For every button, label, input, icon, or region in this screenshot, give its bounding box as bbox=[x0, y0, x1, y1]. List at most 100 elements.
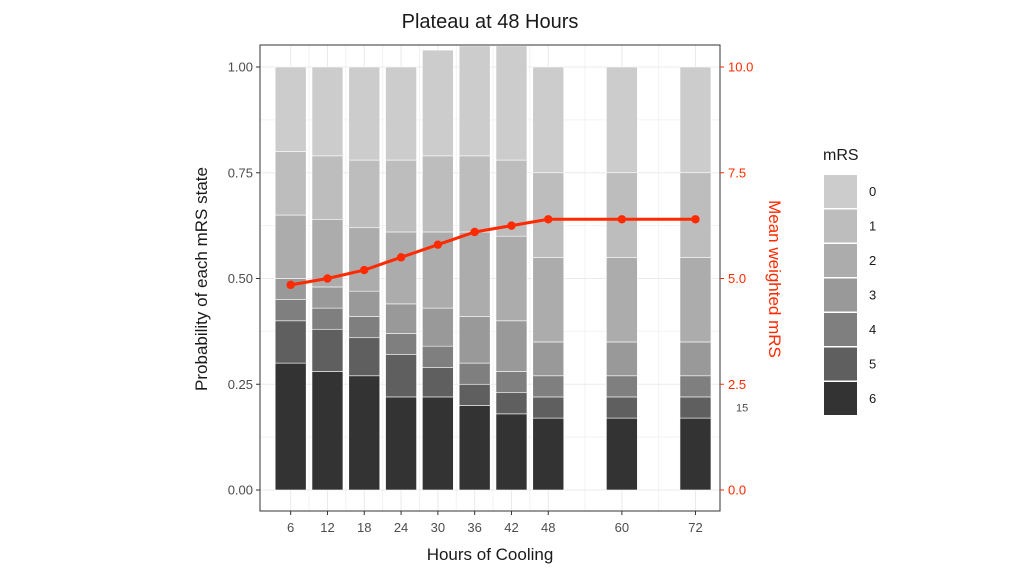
y-tick-label: 0.25 bbox=[228, 377, 253, 392]
y2-axis-title: Mean weighted mRS bbox=[765, 200, 784, 358]
bar-segment bbox=[679, 66, 712, 174]
bar-segment bbox=[606, 375, 638, 398]
mean-mrs-line bbox=[290, 217, 696, 287]
bar-segment bbox=[606, 66, 638, 174]
legend-label: 0 bbox=[869, 184, 876, 199]
mean-mrs-point bbox=[396, 253, 406, 262]
bar-segment bbox=[532, 172, 565, 258]
y-tick-label: 0.50 bbox=[228, 271, 253, 286]
bar-segment bbox=[422, 155, 454, 233]
bar-segment bbox=[532, 375, 565, 398]
bar-segment bbox=[422, 367, 454, 398]
x-tick-label: 18 bbox=[357, 520, 371, 535]
bar-segment bbox=[606, 417, 638, 491]
bar-segment bbox=[458, 362, 491, 385]
bar-segment bbox=[274, 151, 307, 216]
legend-key bbox=[824, 209, 857, 243]
bar-segment bbox=[311, 328, 344, 372]
bar-segment bbox=[679, 417, 712, 491]
bar-segment bbox=[385, 66, 417, 161]
bar-segment bbox=[348, 66, 381, 161]
y2-tick-label: 10.0 bbox=[728, 60, 753, 75]
x-tick-label: 12 bbox=[320, 520, 334, 535]
bar-segment bbox=[274, 299, 307, 322]
mean-mrs-point bbox=[691, 215, 700, 224]
bar-segment bbox=[458, 45, 491, 157]
bar-segment bbox=[422, 396, 454, 491]
bar-segment bbox=[311, 307, 344, 330]
legend-key bbox=[824, 382, 857, 415]
legend-label: 4 bbox=[869, 322, 876, 337]
bar-segment bbox=[274, 214, 307, 279]
bar-segment bbox=[311, 371, 344, 491]
y-tick-label: 0.00 bbox=[228, 483, 253, 498]
legend-label: 2 bbox=[869, 253, 876, 268]
bar-segment bbox=[348, 375, 381, 491]
mean-mrs-point bbox=[617, 215, 627, 224]
bar-segment bbox=[385, 396, 417, 491]
y-tick-label: 0.75 bbox=[228, 165, 253, 180]
bar-segment bbox=[385, 354, 417, 398]
bar-segment bbox=[458, 405, 491, 491]
bar-segment bbox=[348, 290, 381, 317]
mean-mrs-point bbox=[360, 265, 369, 275]
y-tick-label: 1.00 bbox=[228, 60, 253, 75]
annotation-label: 15 bbox=[736, 403, 748, 415]
y2-tick-label: 5.0 bbox=[728, 271, 746, 286]
bar-segment bbox=[679, 172, 712, 258]
bar-segment bbox=[348, 159, 381, 229]
mean-mrs-point bbox=[507, 221, 516, 230]
mean-mrs-point bbox=[433, 240, 443, 249]
bar-segment bbox=[274, 320, 307, 364]
legend-label: 3 bbox=[869, 288, 876, 303]
legend-title: mRS bbox=[823, 147, 859, 164]
bar-segment bbox=[495, 45, 528, 161]
bar-segment bbox=[606, 172, 638, 258]
legend-key bbox=[824, 244, 857, 277]
bar-segment bbox=[385, 159, 417, 233]
x-tick-label: 72 bbox=[688, 520, 702, 535]
y-axis-title: Probability of each mRS state bbox=[192, 167, 211, 391]
x-tick-label: 42 bbox=[504, 520, 518, 535]
mean-mrs-point bbox=[286, 280, 295, 290]
bar-segment bbox=[385, 333, 417, 355]
bar-segment bbox=[311, 155, 344, 220]
x-tick-label: 48 bbox=[541, 520, 555, 535]
bar-segment bbox=[679, 375, 712, 398]
legend-label: 5 bbox=[869, 357, 876, 372]
bar-segment bbox=[348, 316, 381, 339]
bar-segment bbox=[495, 371, 528, 394]
legend-key bbox=[824, 175, 857, 208]
bar-segment bbox=[274, 362, 307, 491]
bar-segment bbox=[532, 257, 565, 343]
bar-segment bbox=[311, 286, 344, 309]
bar-segment bbox=[495, 235, 528, 322]
bar-segment bbox=[422, 49, 454, 157]
legend-label: 1 bbox=[869, 219, 876, 234]
bar-segment bbox=[458, 383, 491, 406]
bar-segment bbox=[348, 227, 381, 292]
chart-title: Plateau at 48 Hours bbox=[402, 11, 579, 33]
bar-segment bbox=[422, 307, 454, 347]
bar-segment bbox=[606, 257, 638, 343]
bar-segment bbox=[458, 231, 491, 317]
bar-segment bbox=[495, 413, 528, 491]
y2-tick-label: 0.0 bbox=[728, 483, 746, 498]
mean-mrs-point bbox=[544, 215, 553, 224]
bar-segment bbox=[606, 341, 638, 377]
y2-tick-label: 2.5 bbox=[728, 377, 746, 392]
x-tick-label: 24 bbox=[394, 520, 408, 535]
bar-segment bbox=[679, 396, 712, 419]
legend-key bbox=[824, 313, 857, 346]
bar-segment bbox=[348, 337, 381, 377]
bar-segment bbox=[311, 66, 344, 157]
x-axis-title: Hours of Cooling bbox=[427, 545, 554, 564]
bar-segment bbox=[458, 155, 491, 233]
x-tick-label: 30 bbox=[431, 520, 445, 535]
bar-segment bbox=[458, 316, 491, 364]
x-tick-label: 36 bbox=[467, 520, 481, 535]
bar-segment bbox=[532, 341, 565, 377]
legend-label: 6 bbox=[869, 391, 876, 406]
bar-segment bbox=[679, 257, 712, 343]
